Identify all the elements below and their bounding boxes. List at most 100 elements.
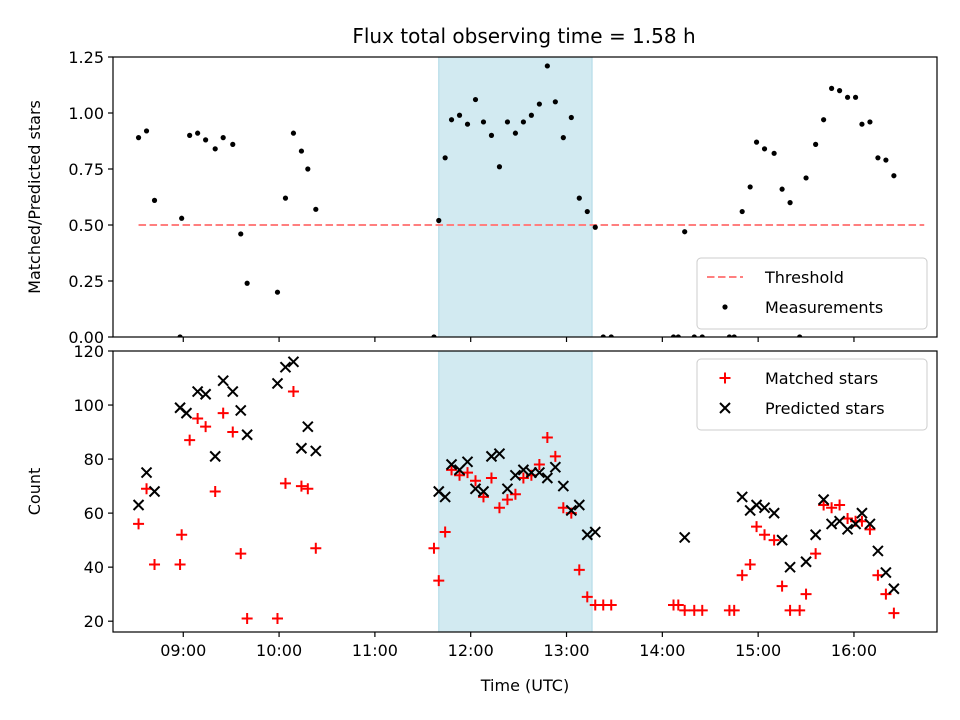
measurement-point xyxy=(699,334,705,337)
measurement-point xyxy=(528,112,534,118)
measurement-point xyxy=(844,94,851,100)
y-tick-label: 0.00 xyxy=(68,328,104,347)
predicted-star-point xyxy=(461,456,474,468)
matched-star-point xyxy=(141,483,153,495)
legend-label: Matched stars xyxy=(765,369,878,388)
predicted-star-point xyxy=(241,429,253,441)
predicted-star-point xyxy=(825,518,838,530)
matched-star-point xyxy=(573,564,585,576)
plot-area xyxy=(135,63,925,337)
measurement-point xyxy=(891,173,897,179)
measurement-point xyxy=(867,119,873,125)
matched-star-point xyxy=(271,612,283,624)
matched-star-point xyxy=(605,599,617,611)
predicted-star-point xyxy=(199,388,212,400)
measurement-point xyxy=(496,164,503,170)
matched-star-point xyxy=(485,472,497,484)
matched-star-point xyxy=(433,575,445,587)
predicted-star-point xyxy=(541,472,554,484)
matched-star-point xyxy=(302,483,314,495)
matched-star-point xyxy=(888,607,900,619)
measurement-point xyxy=(143,128,150,134)
matched-star-point xyxy=(679,604,691,616)
observing-window-shade xyxy=(438,56,593,338)
measurement-point xyxy=(691,334,697,337)
predicted-star-point xyxy=(533,466,546,479)
series-predicted-stars xyxy=(132,356,900,595)
measurement-point xyxy=(203,137,209,143)
measurement-point xyxy=(821,117,827,123)
predicted-star-point xyxy=(191,385,204,398)
matched-star-point xyxy=(439,526,451,538)
measurement-point xyxy=(480,119,487,125)
matched-star-point xyxy=(469,475,481,487)
legend: Threshold Measurements xyxy=(696,257,928,330)
predicted-star-point xyxy=(501,483,514,495)
predicted-star-point xyxy=(758,502,771,514)
x-axis-label: Time (UTC) xyxy=(480,676,569,695)
measurement-point xyxy=(608,334,614,337)
predicted-star-point xyxy=(880,566,892,579)
measurement-point xyxy=(464,121,471,127)
chart-title: Flux total observing time = 1.58 h xyxy=(352,24,695,48)
measurement-point xyxy=(212,146,218,152)
plot-area xyxy=(132,356,900,624)
matched-star-point xyxy=(235,548,247,560)
predicted-star-point xyxy=(235,404,247,417)
predicted-star-point xyxy=(493,447,506,460)
measurement-point xyxy=(274,289,281,295)
measurement-point xyxy=(739,208,745,215)
measurement-point xyxy=(313,206,319,212)
matched-star-point xyxy=(728,604,740,616)
y-tick-label: 80 xyxy=(84,450,104,469)
y-tick-label: 60 xyxy=(84,504,104,523)
matched-star-point xyxy=(751,521,763,533)
x-tick-label: 11:00 xyxy=(352,641,398,660)
measurement-point xyxy=(456,112,463,118)
measurement-point xyxy=(230,141,236,147)
measurement-point xyxy=(726,334,733,337)
y-axis-label: Matched/Predicted stars xyxy=(25,100,44,294)
predicted-star-point xyxy=(485,450,498,463)
predicted-star-point xyxy=(445,458,458,471)
y-tick-label: 100 xyxy=(73,396,104,415)
measurement-point xyxy=(504,119,511,125)
matched-star-point xyxy=(454,469,466,481)
predicted-star-point xyxy=(517,464,530,476)
measurement-point xyxy=(298,148,305,154)
legend-box xyxy=(696,358,928,431)
measurement-point xyxy=(512,130,519,136)
matched-star-point xyxy=(209,486,221,497)
predicted-star-point xyxy=(678,531,691,544)
measurement-point xyxy=(195,130,201,136)
matched-star-point xyxy=(149,558,161,570)
measurement-point xyxy=(600,334,606,337)
y-tick-label: 0.75 xyxy=(68,160,104,179)
matched-star-point xyxy=(217,407,229,419)
matched-star-point xyxy=(818,499,830,511)
measurement-point xyxy=(592,224,598,230)
y-axis-label: Count xyxy=(25,468,44,516)
measurement-point xyxy=(488,132,495,138)
x-tick-label: 10:00 xyxy=(256,641,302,660)
matched-star-point xyxy=(581,591,593,603)
predicted-star-point xyxy=(287,356,300,368)
y-tick-label: 0.50 xyxy=(68,216,104,235)
legend-swatch-predicted xyxy=(719,402,731,414)
measurement-point xyxy=(568,114,574,121)
legend-swatch-measurements xyxy=(722,304,728,310)
matched-star-point xyxy=(493,502,505,514)
measurement-point xyxy=(436,217,442,224)
measurement-point xyxy=(675,334,681,337)
measurement-point xyxy=(787,200,793,206)
series-measurements xyxy=(135,63,897,337)
predicted-star-point xyxy=(227,385,239,398)
measurement-point xyxy=(135,135,142,141)
matched-star-point xyxy=(133,518,145,530)
predicted-star-point xyxy=(477,485,490,498)
measurement-point xyxy=(875,155,881,161)
y-tick-label: 20 xyxy=(84,612,104,631)
matched-star-point xyxy=(462,467,474,479)
predicted-star-point xyxy=(310,445,322,457)
predicted-star-point xyxy=(279,361,292,373)
